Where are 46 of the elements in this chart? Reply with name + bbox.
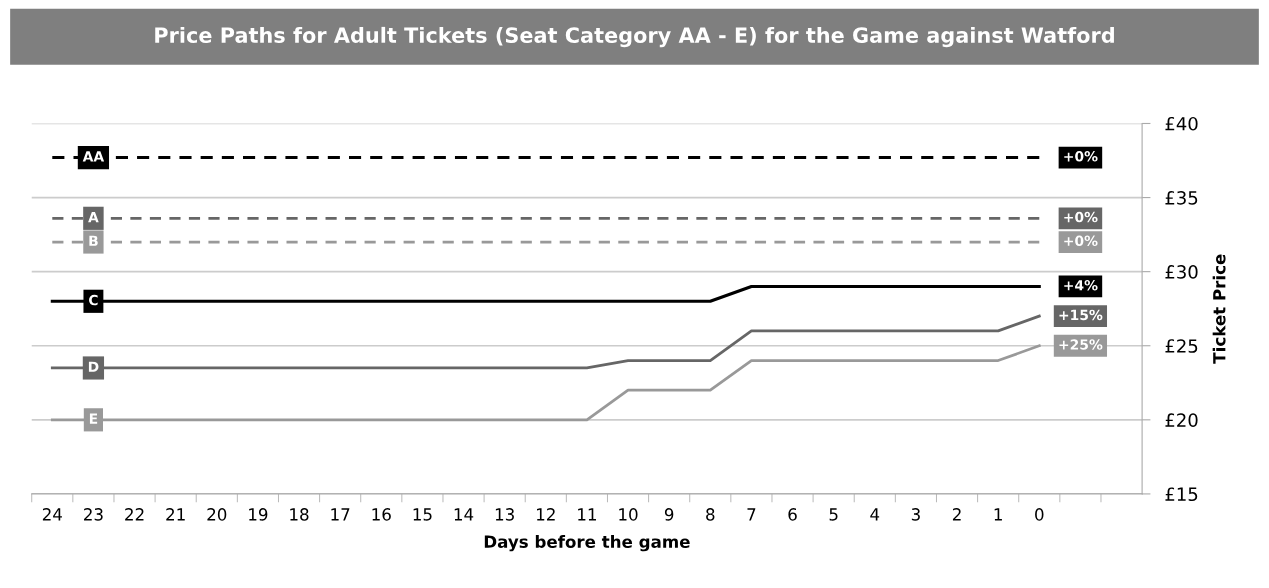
x-tick-label: 11	[578, 508, 596, 521]
x-tick-label: 8	[706, 508, 715, 521]
x-tick-label: 10	[619, 508, 638, 521]
y-axis-title: Ticket Price	[1212, 254, 1226, 364]
y-tick-label: £20	[1165, 413, 1198, 427]
x-tick-label: 9	[664, 508, 674, 521]
y-tick-label: £30	[1165, 265, 1198, 279]
x-tick-label: 18	[290, 508, 309, 521]
annotation: +0%	[1064, 151, 1098, 162]
annotation: +25%	[1059, 339, 1103, 350]
x-tick-label: 5	[829, 508, 838, 521]
series-label: A	[88, 212, 99, 223]
x-tick-label: 23	[84, 508, 103, 521]
y-tick-label: £40	[1165, 116, 1198, 131]
x-tick-label: 16	[372, 508, 391, 521]
series-label: D	[88, 361, 99, 372]
x-axis-title: Days before the game	[484, 535, 690, 552]
x-tick-label: 15	[413, 508, 432, 521]
x-tick-label: 12	[537, 508, 555, 521]
x-tick-label: 14	[454, 508, 474, 521]
x-tick-label: 22	[125, 508, 144, 521]
x-tick-label: 2	[952, 508, 961, 521]
x-tick-label: 6	[788, 508, 797, 521]
annotation: +15%	[1059, 309, 1103, 321]
x-tick-label: 0	[1035, 508, 1044, 521]
y-tick-label: £15	[1165, 487, 1198, 502]
series-label: AA	[82, 151, 105, 162]
x-tick-label: 20	[207, 508, 227, 521]
chart-title: Price Paths for Adult Tickets (Seat Category AA - E) for the Game against Watford	[155, 26, 1114, 48]
x-tick-label: 21	[166, 508, 185, 521]
annotation: +0%	[1064, 211, 1098, 223]
series-label: C	[89, 294, 98, 306]
series-label: B	[89, 235, 98, 246]
x-tick-label: 13	[495, 508, 514, 521]
annotation: +0%	[1064, 235, 1098, 247]
x-tick-label: 1	[994, 508, 1002, 521]
x-tick-label: 19	[249, 508, 268, 521]
x-tick-label: 17	[331, 508, 350, 521]
x-tick-label: 4	[870, 508, 880, 521]
x-tick-label: 24	[42, 508, 62, 521]
y-tick-label: £35	[1165, 191, 1198, 205]
annotation: +4%	[1064, 280, 1098, 291]
x-tick-label: 7	[747, 508, 756, 521]
y-tick-label: £25	[1165, 339, 1198, 353]
x-tick-label: 3	[911, 508, 920, 521]
series-label: E	[89, 413, 98, 424]
